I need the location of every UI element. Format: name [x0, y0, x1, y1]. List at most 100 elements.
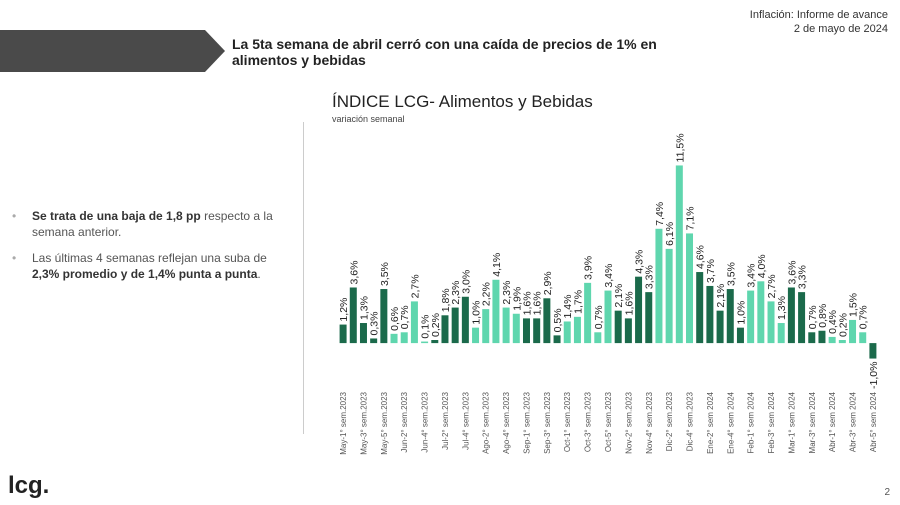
- bar: [757, 281, 765, 344]
- value-label: 2,7%: [409, 274, 421, 298]
- bar: [747, 290, 755, 344]
- bar: [696, 272, 704, 344]
- x-tick-label: Jul-2° sem.2023: [441, 391, 450, 449]
- bar: [349, 287, 357, 344]
- value-label: 0,6%: [389, 307, 401, 331]
- bar: [472, 327, 480, 344]
- bar: [594, 332, 602, 344]
- value-label: 1,5%: [848, 293, 860, 317]
- banner-arrow: [0, 30, 225, 72]
- bar: [441, 315, 449, 344]
- bar: [543, 298, 551, 344]
- bullet-text: 2,3% promedio y de 1,4% punta a punta: [32, 267, 258, 281]
- value-label: 3,6%: [348, 261, 360, 285]
- value-label: 3,4%: [603, 264, 615, 288]
- value-label: 1,9%: [511, 287, 523, 311]
- x-tick-label: Nov-4° sem.2023: [645, 391, 654, 453]
- bar: [716, 310, 724, 344]
- value-label: 0,4%: [827, 310, 839, 334]
- value-label: 1,6%: [521, 291, 533, 315]
- bar: [859, 332, 867, 344]
- x-tick-label: Jul-4° sem.2023: [461, 391, 470, 449]
- value-label: 7,1%: [685, 206, 697, 230]
- value-label: 1,3%: [358, 296, 370, 320]
- x-tick-label: Ago-4° sem.2023: [502, 391, 511, 453]
- value-label: 4,1%: [491, 253, 503, 277]
- bar: [828, 336, 836, 344]
- bar: [421, 341, 429, 344]
- value-label: 1,6%: [532, 291, 544, 315]
- x-tick-label: Jun-4° sem.2023: [421, 391, 430, 452]
- bullet-text: Se trata de una baja de 1,8 pp: [32, 209, 201, 223]
- x-tick-label: Ene-4° sem 2024: [726, 391, 735, 453]
- bullet-text: Las últimas 4 semanas reflejan una suba …: [32, 251, 267, 265]
- bar: [686, 233, 694, 344]
- value-label: 3,3%: [644, 265, 656, 289]
- bar: [665, 248, 673, 344]
- x-tick-label: Oct-5° sem.2023: [604, 391, 613, 452]
- value-label: 1,0%: [471, 301, 483, 325]
- bar: [736, 327, 744, 344]
- bar: [451, 307, 459, 344]
- bar: [431, 340, 439, 344]
- value-label: 2,2%: [481, 282, 493, 306]
- chart-subtitle: variación semanal: [332, 114, 405, 124]
- bar: [370, 338, 378, 344]
- bar: [818, 330, 826, 344]
- value-label: 2,7%: [766, 274, 778, 298]
- bar: [635, 276, 643, 344]
- x-tick-label: Ene-2° sem 2024: [706, 391, 715, 453]
- x-tick-label: Mar-1° sem 2024: [787, 391, 796, 453]
- x-tick-label: Sep-3° sem.2023: [543, 391, 552, 453]
- x-tick-label: Oct-3° sem.2023: [584, 391, 593, 452]
- value-label: 1,4%: [562, 295, 574, 319]
- bar: [573, 316, 581, 344]
- bar: [787, 287, 795, 344]
- report-date: 2 de mayo de 2024: [793, 23, 888, 35]
- bar: [624, 318, 632, 344]
- value-label: 3,5%: [725, 262, 737, 286]
- bar: [808, 332, 816, 344]
- bar: [502, 307, 510, 344]
- bar: [390, 333, 398, 344]
- value-label: 1,0%: [735, 301, 747, 325]
- report-name: Inflación: Informe de avance: [749, 9, 888, 21]
- headline: La 5ta semana de abril cerró con una caí…: [232, 36, 657, 68]
- value-label: 0,2%: [837, 313, 849, 337]
- value-label: 3,7%: [705, 259, 717, 283]
- x-tick-label: Ago-2° sem.2023: [482, 391, 491, 453]
- bar: [645, 292, 653, 344]
- x-tick-label: Dic-4° sem.2023: [686, 391, 695, 451]
- value-label: 0,7%: [593, 305, 605, 329]
- x-tick-label: Abr-3° sem 2024: [849, 391, 858, 452]
- value-label: 0,5%: [552, 308, 564, 332]
- x-tick-label: May-1° sem.2023: [339, 391, 348, 454]
- bar: [563, 321, 571, 344]
- value-label: 0,3%: [369, 312, 381, 336]
- value-label: 1,2%: [338, 298, 350, 322]
- x-tick-label: May-3° sem.2023: [359, 391, 368, 454]
- value-label: 3,3%: [797, 265, 809, 289]
- header: Inflación: Informe de avance 2 de mayo d…: [750, 8, 888, 36]
- bar: [655, 228, 663, 344]
- value-label: -1,0%: [868, 362, 880, 389]
- bar: [533, 318, 541, 344]
- x-tick-label: Sep-1° sem.2023: [522, 391, 531, 453]
- value-label: 0,8%: [817, 304, 829, 328]
- x-tick-label: Mar-3° sem 2024: [808, 391, 817, 453]
- bar: [359, 323, 367, 344]
- x-tick-label: Jun-2° sem.2023: [400, 391, 409, 452]
- value-label: 7,4%: [654, 202, 666, 226]
- bar: [777, 323, 785, 344]
- x-tick-label: Feb-1° sem 2024: [747, 391, 756, 453]
- value-label: 3,5%: [379, 262, 391, 286]
- bar: [400, 332, 408, 344]
- value-label: 3,0%: [460, 270, 472, 294]
- value-label: 4,6%: [695, 245, 707, 269]
- value-label: 1,8%: [440, 288, 452, 312]
- value-label: 11,5%: [674, 133, 686, 162]
- banner: [0, 30, 225, 72]
- bar: [461, 296, 469, 344]
- bar: [604, 290, 612, 344]
